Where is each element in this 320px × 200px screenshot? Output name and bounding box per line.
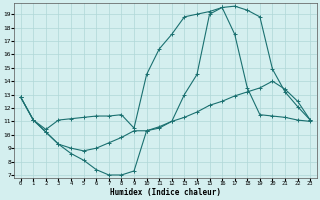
X-axis label: Humidex (Indice chaleur): Humidex (Indice chaleur)	[110, 188, 221, 197]
